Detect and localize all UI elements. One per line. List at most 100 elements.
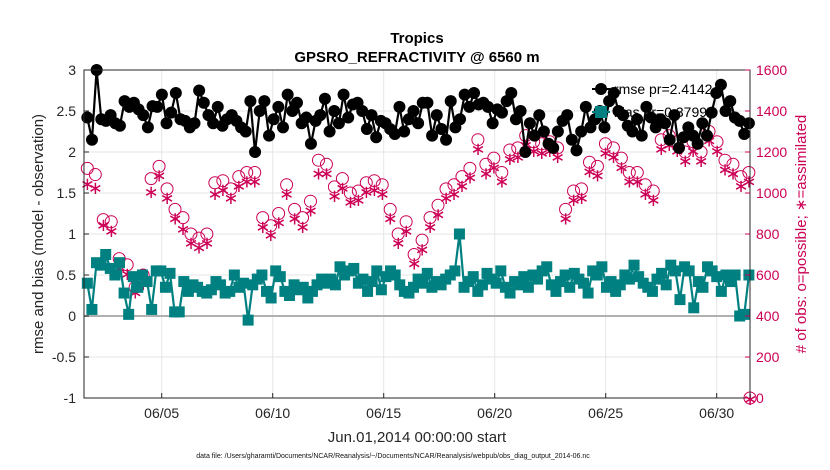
rmse-point bbox=[239, 125, 252, 138]
obs_possible-point bbox=[726, 157, 740, 171]
obs_possible-point bbox=[391, 227, 405, 241]
obs_assimilated-point: ∗ bbox=[582, 161, 597, 182]
y-right-tick-label: 400 bbox=[756, 308, 780, 324]
obs_possible-point bbox=[144, 172, 158, 186]
rmse-point bbox=[113, 119, 126, 132]
bias-point bbox=[555, 276, 567, 288]
rmse-point bbox=[249, 146, 262, 158]
bias-point bbox=[715, 285, 727, 297]
bias-point bbox=[403, 287, 415, 299]
obs_assimilated-point: ∗ bbox=[199, 233, 214, 254]
legend-rmse-text: rmse pr=2.4142 bbox=[614, 81, 713, 97]
bias-point bbox=[146, 303, 158, 315]
bias-point bbox=[366, 276, 378, 288]
bias-point bbox=[725, 276, 737, 288]
bias-point bbox=[522, 281, 534, 293]
rmse-point bbox=[454, 113, 467, 126]
x-tick-label: 06/30 bbox=[699, 405, 734, 421]
rmse-point bbox=[714, 78, 727, 91]
bias-point bbox=[109, 269, 121, 281]
obs_possible-point bbox=[463, 161, 477, 175]
obs_possible-point bbox=[575, 182, 589, 196]
rmse-point bbox=[272, 100, 285, 113]
series-layer bbox=[81, 64, 755, 326]
rmse-point bbox=[533, 109, 546, 122]
rmse-point bbox=[328, 105, 341, 117]
bias-point bbox=[417, 277, 429, 289]
rmse-point bbox=[514, 105, 527, 117]
obs_possible-point bbox=[742, 166, 756, 179]
bias-point bbox=[95, 259, 107, 271]
rmse-point bbox=[724, 95, 737, 108]
obs_assimilated-point: ∗ bbox=[327, 186, 342, 207]
obs_assimilated-point: ∗ bbox=[574, 188, 589, 209]
rmse-point bbox=[565, 133, 578, 146]
obs_assimilated-point: ∗ bbox=[175, 219, 190, 240]
obs_possible-point bbox=[232, 170, 246, 184]
obs_assimilated-point: ∗ bbox=[598, 143, 613, 164]
obs_possible-point bbox=[248, 166, 262, 179]
bias-point bbox=[380, 271, 392, 283]
rmse-point bbox=[356, 105, 369, 117]
obs_possible-point bbox=[296, 211, 310, 225]
bias-point bbox=[159, 281, 171, 293]
rmse-point bbox=[197, 96, 210, 109]
y-left-tick-label: 1 bbox=[68, 226, 76, 242]
obs_assimilated-point: ∗ bbox=[231, 176, 246, 197]
bias-point bbox=[329, 279, 341, 291]
obs_assimilated-point: ∗ bbox=[207, 184, 222, 205]
rmse-point bbox=[551, 125, 564, 138]
obs_assimilated-point: ∗ bbox=[709, 141, 724, 162]
bias-point bbox=[123, 308, 135, 320]
chart-title: Tropics bbox=[390, 30, 443, 47]
footer-data-file: data file: /Users/gharamti/Documents/NCA… bbox=[196, 453, 590, 460]
obs_assimilated-point: ∗ bbox=[359, 182, 374, 203]
bias-point bbox=[302, 292, 314, 304]
rmse-point bbox=[444, 95, 457, 108]
obs_assimilated-point: ∗ bbox=[638, 184, 653, 205]
bias-point bbox=[614, 279, 626, 291]
bias-point bbox=[311, 279, 323, 291]
bias-point bbox=[306, 285, 318, 297]
rmse-point bbox=[440, 133, 453, 146]
bias-point bbox=[247, 279, 259, 291]
bias-point bbox=[297, 281, 309, 293]
obs_assimilated-point: ∗ bbox=[741, 172, 756, 193]
obs_assimilated-point: ∗ bbox=[470, 139, 485, 160]
bias-point bbox=[421, 267, 433, 279]
bias-point bbox=[669, 265, 681, 277]
rmse-point bbox=[332, 117, 345, 130]
obs_possible-point bbox=[447, 178, 461, 192]
obs_possible-point bbox=[375, 178, 389, 192]
obs_assimilated-point: ∗ bbox=[271, 213, 286, 234]
obs_possible-point bbox=[495, 166, 509, 179]
bias-point bbox=[242, 314, 254, 326]
y-right-tick-label: 1200 bbox=[756, 144, 787, 160]
rmse-point bbox=[365, 109, 378, 122]
obs_possible-point bbox=[718, 153, 732, 167]
obs_assimilated-point: ∗ bbox=[96, 215, 111, 236]
bias-point bbox=[504, 287, 516, 299]
rmse-point bbox=[360, 123, 373, 136]
rmse-point bbox=[290, 96, 303, 109]
rmse-point bbox=[244, 95, 257, 108]
bias-point bbox=[238, 277, 250, 289]
rmse-point bbox=[645, 111, 658, 124]
obs_assimilated-point: ∗ bbox=[88, 178, 103, 199]
obs_possible-point bbox=[598, 137, 612, 151]
rmse-point bbox=[267, 113, 280, 126]
obs_possible-point bbox=[288, 202, 302, 216]
legend-bias-marker bbox=[595, 106, 607, 118]
x-tick-label: 06/15 bbox=[366, 405, 401, 421]
rmse-point bbox=[733, 114, 746, 127]
obs_assimilated-point: ∗ bbox=[287, 209, 302, 230]
obs_possible-point bbox=[606, 141, 620, 155]
obs_possible-point bbox=[264, 219, 278, 233]
bias-point bbox=[600, 281, 612, 293]
bias-point bbox=[136, 269, 148, 281]
rmse-point bbox=[561, 109, 574, 122]
bias-point bbox=[81, 277, 93, 289]
obs_assimilated-point: ∗ bbox=[558, 209, 573, 230]
obs_possible-point bbox=[503, 143, 517, 157]
obs_possible-point bbox=[343, 186, 357, 200]
